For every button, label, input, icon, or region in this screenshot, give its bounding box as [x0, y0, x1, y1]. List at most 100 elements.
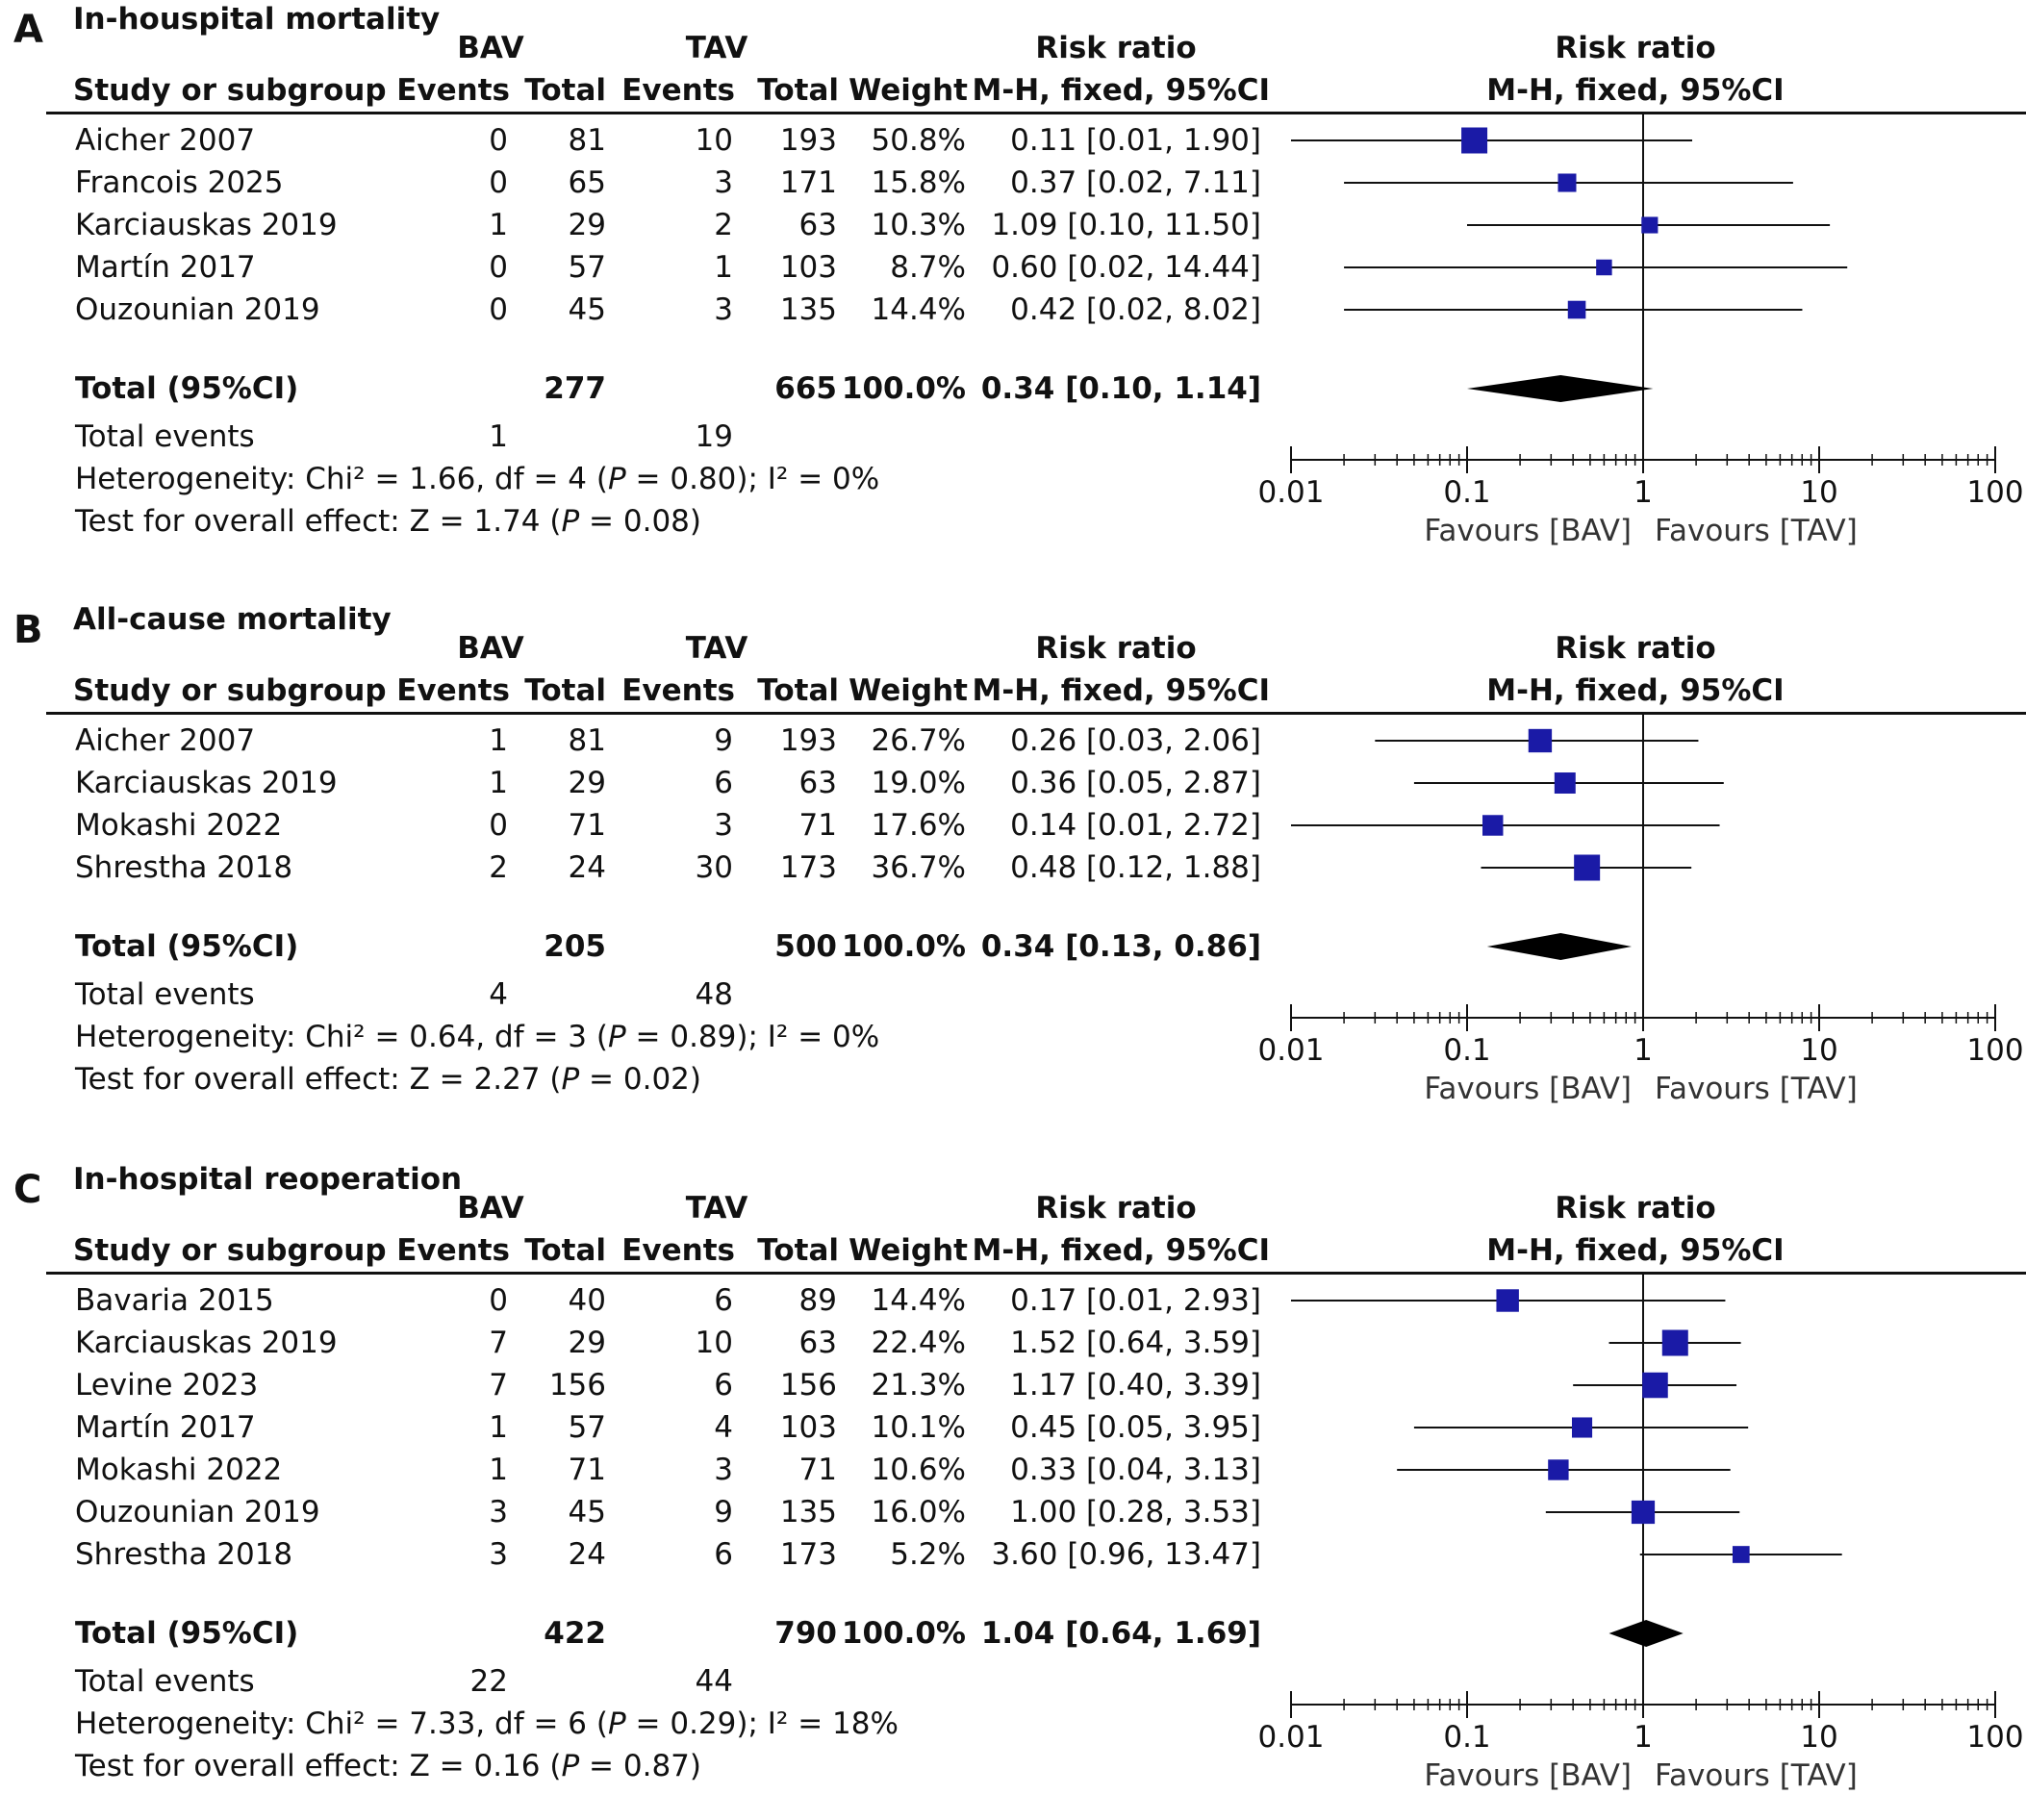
- x-tick-label: 100: [1966, 475, 2023, 510]
- header-tav: TAV: [685, 631, 748, 666]
- forest-panel-b: B All-cause mortality BAV TAV Risk ratio Risk…: [0, 600, 2026, 1197]
- overall-effect-text-prefix: Test for overall effect: Z = 2.27 (: [75, 1062, 562, 1097]
- heterogeneity-text-suffix: = 0.89); I² = 0%: [625, 1020, 880, 1054]
- total-weight: 100.0%: [841, 371, 966, 406]
- header-weight: Weight: [848, 1233, 968, 1268]
- bav-total: 45: [568, 1495, 606, 1529]
- study-marker: [1554, 772, 1576, 794]
- heterogeneity-text-p: P: [607, 1706, 626, 1741]
- overall-effect-text-p: P: [561, 1749, 580, 1783]
- study-weight: 10.3%: [871, 208, 966, 242]
- study-ci: 0.14 [0.01, 2.72]: [1010, 808, 1261, 843]
- study-name: Mokashi 2022: [75, 808, 283, 843]
- bav-total: 57: [568, 250, 606, 285]
- forest-plot: 0.01 0.1 1 10 100 Favours [BAV] Favours [TAV]: [1257, 1274, 2024, 1793]
- study-name: Aicher 2007: [75, 123, 256, 158]
- study-ci: 0.11 [0.01, 1.90]: [1010, 123, 1261, 158]
- header-bav-total: Total: [524, 673, 606, 708]
- heterogeneity-text-p: P: [607, 462, 626, 496]
- header-tav: TAV: [685, 31, 748, 65]
- x-tick-label: 0.01: [1257, 1033, 1324, 1068]
- bav-events: 0: [489, 165, 508, 200]
- x-tick-label: 0.1: [1443, 1033, 1490, 1068]
- header-method: M-H, fixed, 95%CI: [972, 73, 1270, 108]
- total-tav: 665: [774, 371, 837, 406]
- study-ci: 0.26 [0.03, 2.06]: [1010, 723, 1261, 758]
- study-weight: 10.6%: [871, 1453, 966, 1487]
- study-ci: 1.00 [0.28, 3.53]: [1010, 1495, 1261, 1529]
- header-tav-total: Total: [757, 73, 839, 108]
- tav-events: 4: [714, 1410, 733, 1445]
- header-rule: [46, 112, 2026, 114]
- study-name: Karciauskas 2019: [75, 766, 338, 800]
- favours-left-label: Favours [BAV]: [1424, 514, 1632, 548]
- heterogeneity-text: Heterogeneity: Chi² = 0.64, df = 3 (P = …: [75, 1020, 879, 1054]
- header-plot-method: M-H, fixed, 95%CI: [1486, 673, 1785, 708]
- tav-events: 6: [714, 1537, 733, 1572]
- x-tick-label: 10: [1800, 1033, 1837, 1068]
- forest-plot: 0.01 0.1 1 10 100 Favours [BAV] Favours [TAV]: [1257, 714, 2024, 1106]
- heterogeneity-text: Heterogeneity: Chi² = 1.66, df = 4 (P = …: [75, 462, 879, 496]
- overall-effect-text-prefix: Test for overall effect: Z = 1.74 (: [75, 504, 562, 539]
- study-name: Ouzounian 2019: [75, 292, 320, 327]
- study-weight: 26.7%: [871, 723, 966, 758]
- tav-events: 6: [714, 1283, 733, 1318]
- study-weight: 22.4%: [871, 1326, 966, 1360]
- header-plot-method: M-H, fixed, 95%CI: [1486, 73, 1785, 108]
- x-tick-label: 0.1: [1443, 1720, 1490, 1755]
- study-ci: 0.36 [0.05, 2.87]: [1010, 766, 1261, 800]
- tav-total: 71: [798, 1453, 837, 1487]
- total-events-tav: 19: [695, 419, 733, 454]
- header-tav-total: Total: [757, 1233, 839, 1268]
- study-ci: 0.33 [0.04, 3.13]: [1010, 1453, 1261, 1487]
- total-label: Total (95%CI): [75, 371, 299, 406]
- bav-events: 0: [489, 292, 508, 327]
- forest-plot: 0.01 0.1 1 10 100 Favours [BAV] Favours [TAV]: [1257, 114, 2024, 548]
- favours-left-label: Favours [BAV]: [1424, 1758, 1632, 1793]
- overall-effect-text: Test for overall effect: Z = 0.16 (P = 0…: [75, 1749, 701, 1783]
- study-ci: 0.37 [0.02, 7.11]: [1010, 165, 1261, 200]
- study-ci: 0.48 [0.12, 1.88]: [1010, 850, 1261, 885]
- total-events-label: Total events: [75, 1664, 255, 1699]
- study-weight: 5.2%: [890, 1537, 966, 1572]
- tav-events: 10: [695, 1326, 733, 1360]
- tav-total: 89: [798, 1283, 837, 1318]
- bav-events: 1: [489, 766, 508, 800]
- tav-events: 3: [714, 292, 733, 327]
- heterogeneity-text-suffix: = 0.80); I² = 0%: [625, 462, 880, 496]
- bav-total: 24: [568, 1537, 606, 1572]
- study-name: Levine 2023: [75, 1368, 259, 1403]
- header-plot-risk-ratio: Risk ratio: [1555, 1191, 1716, 1226]
- header-study: Study or subgroup: [73, 673, 387, 708]
- study-ci: 1.52 [0.64, 3.59]: [1010, 1326, 1261, 1360]
- favours-right-label: Favours [TAV]: [1655, 514, 1858, 548]
- bav-events: 3: [489, 1537, 508, 1572]
- heterogeneity-text-suffix: = 0.29); I² = 18%: [625, 1706, 899, 1741]
- study-marker: [1548, 1459, 1569, 1480]
- overall-effect-text-p: P: [561, 1062, 580, 1097]
- panel-title: In-houspital mortality: [73, 2, 441, 37]
- study-ci: 0.17 [0.01, 2.93]: [1010, 1283, 1261, 1318]
- overall-effect-text-prefix: Test for overall effect: Z = 0.16 (: [75, 1749, 562, 1783]
- bav-total: 57: [568, 1410, 606, 1445]
- header-bav-events: Events: [396, 73, 510, 108]
- tav-total: 171: [779, 165, 837, 200]
- tav-total: 63: [798, 208, 837, 242]
- study-weight: 14.4%: [871, 1283, 966, 1318]
- panel-title: In-hospital reoperation: [73, 1162, 463, 1197]
- total-events-tav: 44: [695, 1664, 733, 1699]
- study-marker: [1496, 1289, 1519, 1312]
- header-bav-total: Total: [524, 1233, 606, 1268]
- total-ci: 0.34 [0.13, 0.86]: [980, 929, 1261, 964]
- header-plot-method: M-H, fixed, 95%CI: [1486, 1233, 1785, 1268]
- heterogeneity-text: Heterogeneity: Chi² = 7.33, df = 6 (P = …: [75, 1706, 899, 1741]
- study-ci: 1.17 [0.40, 3.39]: [1010, 1368, 1261, 1403]
- x-tick-label: 1: [1633, 1033, 1653, 1068]
- tav-total: 103: [779, 1410, 837, 1445]
- header-risk-ratio: Risk ratio: [1035, 631, 1197, 666]
- bav-events: 0: [489, 250, 508, 285]
- header-tav-events: Events: [621, 673, 735, 708]
- study-weight: 8.7%: [890, 250, 966, 285]
- header-bav-events: Events: [396, 673, 510, 708]
- header-weight: Weight: [848, 73, 968, 108]
